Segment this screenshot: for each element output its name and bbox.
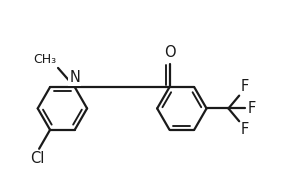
Text: O: O — [164, 45, 176, 60]
Text: F: F — [247, 101, 255, 116]
Text: F: F — [240, 122, 249, 137]
Text: CH₃: CH₃ — [33, 53, 56, 66]
Text: Cl: Cl — [30, 151, 45, 166]
Text: N: N — [69, 70, 80, 85]
Text: F: F — [240, 79, 249, 94]
